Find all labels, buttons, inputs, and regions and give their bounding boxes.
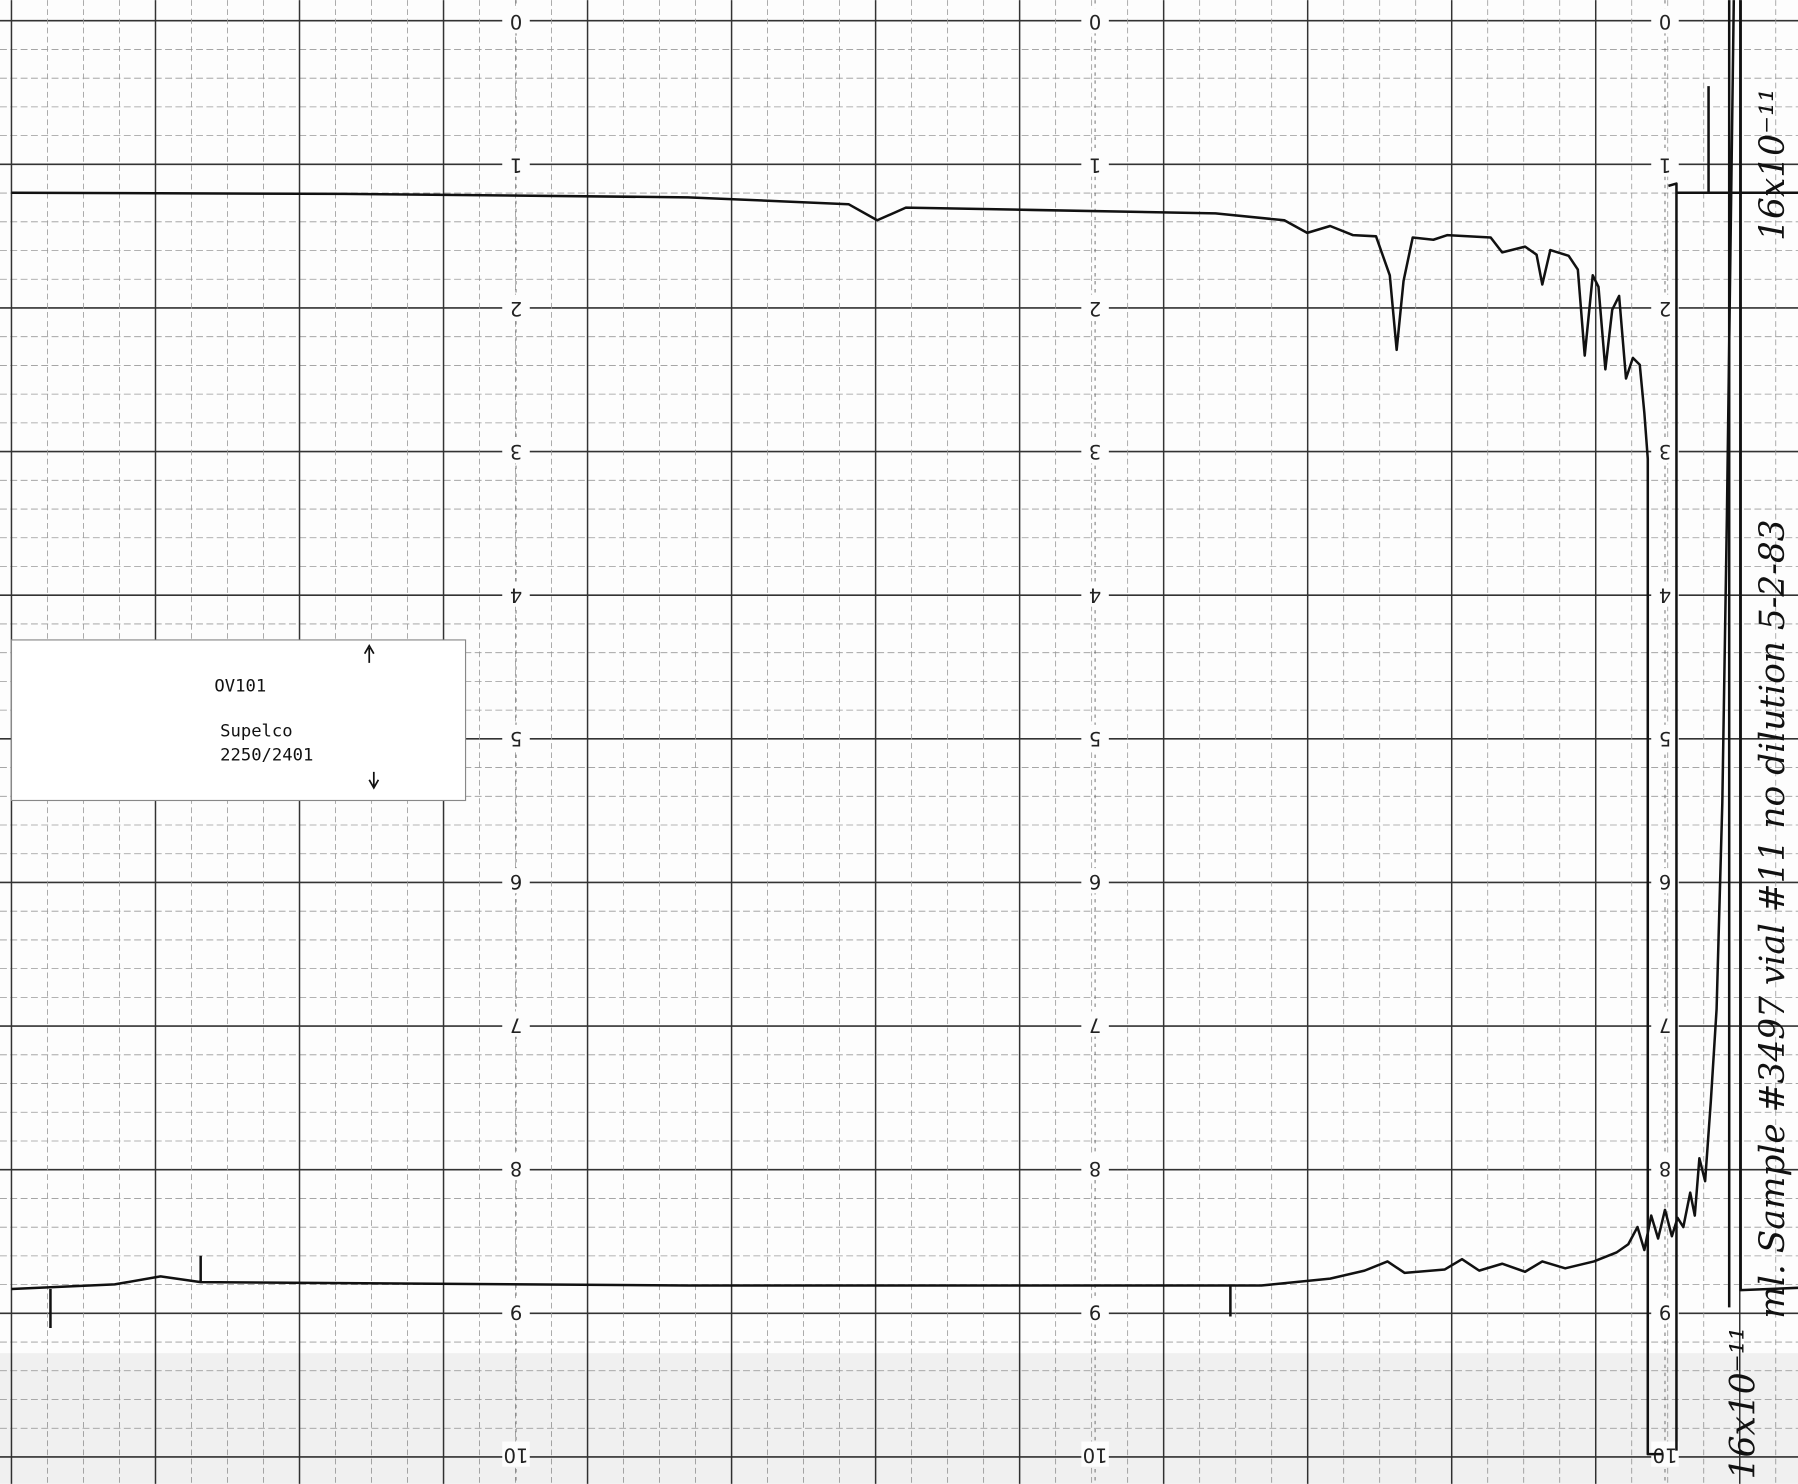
scale-label: 5 — [510, 727, 522, 750]
scale-label: 5 — [1659, 727, 1671, 750]
scale-label-bg — [1651, 1298, 1679, 1324]
scale-label: 6 — [510, 870, 522, 893]
scale-label: 3 — [510, 440, 522, 463]
scale-label: 10 — [504, 1444, 529, 1467]
scale-label: 2 — [510, 297, 522, 320]
scale-label: 8 — [1089, 1157, 1101, 1180]
scale-label: 7 — [510, 1014, 522, 1037]
scale-label: 4 — [1659, 584, 1671, 607]
column-label: OV101 Supelco 2250/2401 — [10, 639, 467, 802]
scale-label-bg — [1651, 868, 1679, 894]
label-box — [10, 639, 467, 802]
scale-label: 1 — [1659, 154, 1671, 177]
scale-label-bg — [1081, 294, 1109, 321]
scale-label-bg — [502, 8, 530, 34]
scale-label-bg — [502, 1441, 530, 1467]
scale-label: 0 — [1089, 10, 1101, 33]
scale-label-bg — [1081, 438, 1109, 464]
scale-label: 10 — [1083, 1444, 1108, 1467]
phase: OV101 — [214, 677, 266, 697]
scale-label: 9 — [1659, 1300, 1671, 1323]
scale-label-bg — [1081, 868, 1109, 894]
scan-shadow — [0, 1353, 1798, 1484]
scale-label: 3 — [1659, 440, 1671, 463]
lower-trace — [11, 0, 1798, 1292]
scale-label-bg — [1651, 438, 1679, 464]
scale-label-bg — [1651, 1011, 1679, 1037]
scale-label-bg — [1651, 1154, 1679, 1181]
scale-label: 2 — [1089, 297, 1101, 320]
scale-label: 4 — [1089, 584, 1101, 607]
scale-label: 2 — [1659, 297, 1671, 320]
scale-label: 1 — [1089, 154, 1101, 177]
scale-label: 7 — [1659, 1014, 1671, 1037]
scale-label-bg — [502, 1011, 530, 1037]
arrow-up — [363, 643, 375, 663]
upper-attenuation: 16x10⁻¹¹ — [1753, 88, 1793, 241]
scale-label-bg — [1081, 724, 1109, 751]
scale-label-bg — [502, 151, 530, 177]
scale-label-bg — [502, 1154, 530, 1181]
scale-label-bg — [1081, 1011, 1109, 1037]
sample-note: ml. Sample #3497 vial #11 no dilution 5-… — [1753, 519, 1793, 1318]
scale-label-bg — [1651, 294, 1679, 321]
scale-label-bg — [502, 438, 530, 464]
upper-trace — [11, 191, 1663, 1456]
arrow-down — [368, 771, 380, 790]
scale-label: 6 — [1089, 870, 1101, 893]
scale-label: 5 — [1089, 727, 1101, 750]
scale-label-bg — [502, 1298, 530, 1324]
scale-label: 3 — [1089, 440, 1101, 463]
scale-label-bg — [1081, 1154, 1109, 1181]
scale-label-bg — [502, 581, 530, 607]
scale-label: 7 — [1089, 1014, 1101, 1037]
scale-label-bg — [1081, 151, 1109, 177]
scale-label: 6 — [1659, 870, 1671, 893]
scale-label: 9 — [510, 1300, 522, 1323]
event-ticks — [49, 0, 1731, 1328]
scale-label: 4 — [510, 584, 522, 607]
upper-trace-reset — [1668, 86, 1798, 1451]
scale-label: 1 — [510, 154, 522, 177]
scale-label-bg — [1081, 8, 1109, 34]
scale-label: 9 — [1089, 1300, 1101, 1323]
scale-label-bg — [502, 724, 530, 751]
scale-labels: 0 1 2 3 4 5 6 7 8 9 10 0 1 2 3 4 5 6 7 8 9 10 0 1 2 3 4 5 6 7 8 9 10 — [502, 0, 1679, 1484]
scale-label-bg — [1651, 8, 1679, 34]
scale-label-bg — [502, 294, 530, 321]
scale-label-bg — [1651, 581, 1679, 607]
scale-label-bg — [502, 868, 530, 894]
scale-label-bg — [1081, 1298, 1109, 1324]
scale-label: 8 — [1659, 1157, 1671, 1180]
scale-label-bg — [1081, 1441, 1109, 1467]
scale-label: 0 — [1659, 10, 1671, 33]
lower-attenuation: 16x10⁻¹¹ — [1723, 1327, 1763, 1480]
scale-label: 10 — [1653, 1444, 1678, 1467]
scale-label-bg — [1081, 581, 1109, 607]
scale-label: 0 — [510, 10, 522, 33]
scale-label-bg — [1651, 151, 1679, 177]
scale-label: 8 — [510, 1157, 522, 1180]
scale-label-bg — [1651, 724, 1679, 751]
column-maker: Supelco — [220, 721, 292, 741]
column-id: 2250/2401 — [220, 745, 313, 765]
